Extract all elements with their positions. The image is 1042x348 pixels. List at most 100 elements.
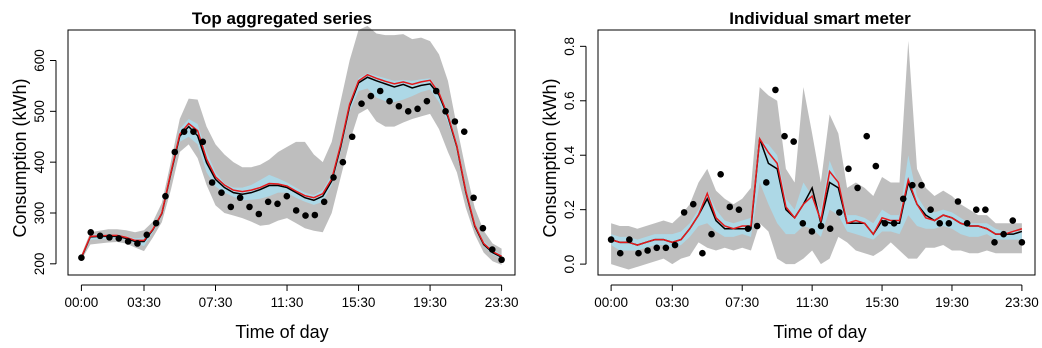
x-tick-label: 00:00: [594, 295, 628, 310]
x-axis-label: Time of day: [773, 322, 866, 342]
observed-point: [946, 220, 953, 227]
observed-point: [386, 98, 393, 105]
observed-point: [405, 108, 412, 115]
observed-point: [442, 108, 449, 115]
observed-point: [918, 182, 925, 189]
observed-point: [134, 240, 141, 247]
observed-point: [690, 201, 697, 208]
observed-point: [635, 250, 642, 257]
y-tick-label: 0.8: [562, 37, 577, 56]
observed-point: [982, 206, 989, 213]
x-tick-label: 19:30: [935, 295, 969, 310]
observed-point: [836, 209, 843, 216]
observed-point: [377, 88, 384, 95]
observed-point: [790, 138, 797, 145]
observed-point: [349, 133, 356, 140]
observed-point: [312, 212, 319, 219]
observed-point: [452, 118, 459, 125]
x-tick-label: 23:30: [485, 295, 519, 310]
y-axis-label: Consumption (kWh): [540, 78, 560, 237]
x-tick-label: 23:30: [1005, 295, 1039, 310]
observed-point: [781, 133, 788, 140]
x-tick-label: 03:30: [127, 295, 161, 310]
observed-point: [480, 225, 487, 232]
observed-point: [882, 220, 889, 227]
observed-point: [927, 206, 934, 213]
y-tick-label: 200: [32, 253, 47, 276]
x-tick-label: 00:00: [65, 295, 99, 310]
observed-point: [1000, 231, 1007, 238]
observed-point: [106, 234, 113, 241]
observed-point: [617, 250, 624, 257]
observed-point: [1009, 217, 1016, 224]
y-tick-label: 500: [32, 100, 47, 123]
observed-point: [936, 220, 943, 227]
observed-point: [293, 207, 300, 214]
observed-point: [284, 193, 291, 200]
observed-point: [644, 247, 651, 254]
observed-point: [498, 256, 505, 263]
observed-point: [909, 182, 916, 189]
observed-point: [396, 103, 403, 110]
observed-point: [461, 128, 468, 135]
observed-point: [368, 93, 375, 100]
observed-point: [153, 220, 160, 227]
observed-point: [736, 206, 743, 213]
x-tick-label: 11:30: [796, 295, 829, 310]
observed-point: [653, 244, 660, 251]
x-tick-label: 15:30: [342, 295, 376, 310]
observed-point: [891, 220, 898, 227]
observed-point: [726, 204, 733, 211]
observed-point: [900, 195, 907, 202]
observed-point: [608, 236, 615, 243]
observed-point: [672, 242, 679, 249]
y-tick-label: 0.0: [562, 255, 577, 274]
x-tick-label: 07:30: [199, 295, 233, 310]
observed-point: [265, 199, 272, 206]
observed-point: [991, 239, 998, 246]
observed-point: [115, 235, 122, 242]
y-tick-label: 600: [32, 49, 47, 72]
observed-point: [754, 223, 761, 230]
outer-interval-band: [81, 26, 501, 265]
y-axis-label: Consumption (kWh): [10, 78, 30, 237]
observed-point: [800, 220, 807, 227]
observed-point: [302, 212, 309, 219]
y-tick-label: 0.4: [562, 145, 577, 164]
observed-point: [863, 133, 870, 140]
x-tick-label: 11:30: [271, 295, 304, 310]
observed-point: [470, 194, 477, 201]
observed-point: [330, 174, 337, 181]
observed-point: [489, 246, 496, 253]
observed-point: [228, 204, 235, 211]
observed-point: [854, 185, 861, 192]
observed-point: [818, 223, 825, 230]
y-tick-label: 0.2: [562, 200, 577, 219]
observed-point: [827, 225, 834, 232]
observed-point: [1019, 239, 1026, 246]
observed-point: [424, 98, 431, 105]
observed-point: [772, 87, 779, 94]
observed-point: [973, 206, 980, 213]
observed-point: [626, 236, 633, 243]
observed-point: [237, 194, 244, 201]
observed-point: [955, 198, 962, 205]
observed-point: [321, 199, 328, 206]
observed-point: [162, 193, 169, 200]
observed-point: [190, 128, 197, 135]
panel-top-aggregated-series: Top aggregated series Time of day Consum…: [10, 9, 518, 342]
observed-point: [358, 100, 365, 107]
observed-point: [246, 204, 253, 211]
panel-individual-smart-meter: Individual smart meter Time of day Consu…: [540, 9, 1039, 342]
y-tick-label: 0.6: [562, 91, 577, 110]
y-tick-label: 300: [32, 202, 47, 225]
observed-point: [256, 211, 263, 218]
observed-point: [809, 228, 816, 235]
observed-point: [274, 201, 281, 208]
observed-point: [873, 163, 880, 170]
observed-point: [340, 159, 347, 166]
observed-point: [681, 209, 688, 216]
x-tick-label: 19:30: [413, 295, 447, 310]
observed-point: [171, 149, 178, 156]
observed-point: [209, 179, 216, 186]
